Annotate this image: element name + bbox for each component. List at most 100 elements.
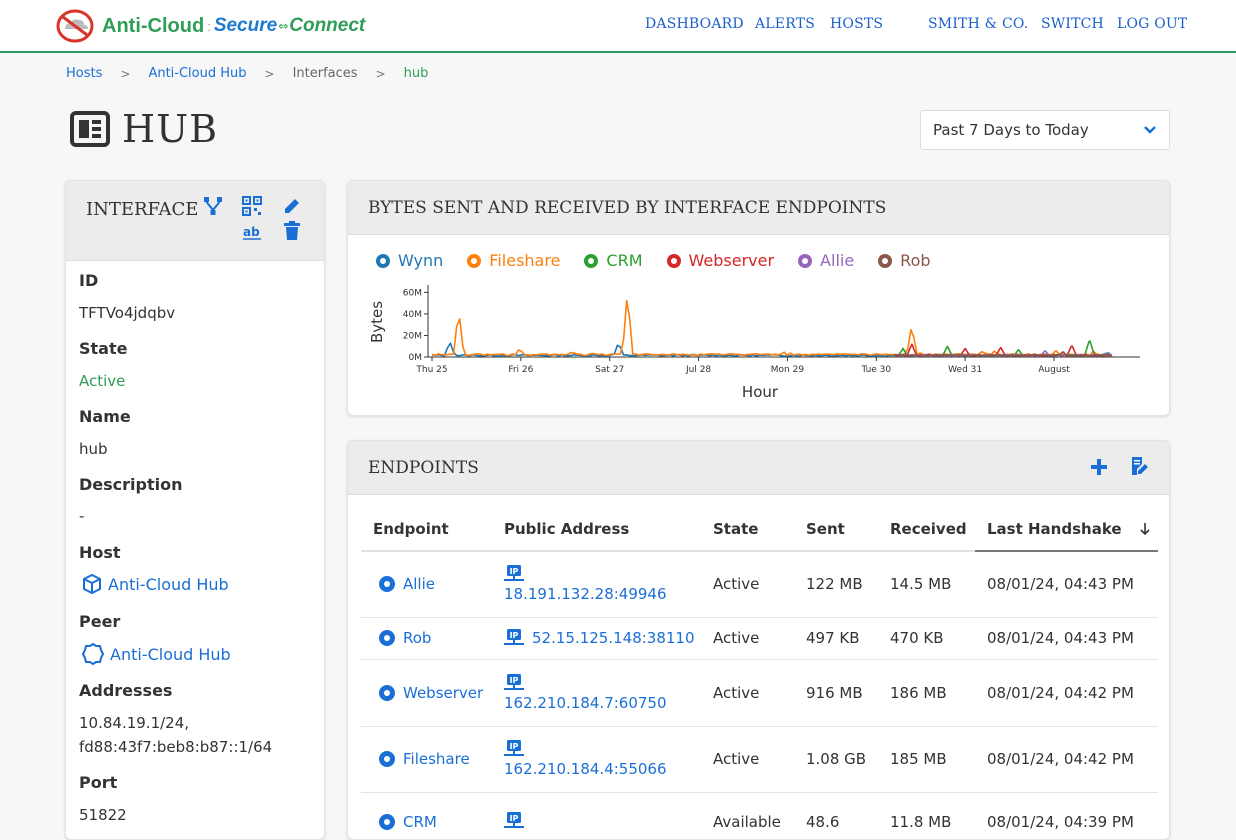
- nav-organization[interactable]: SMITH & CO.: [928, 16, 1029, 32]
- endpoint-cell[interactable]: Rob: [361, 617, 492, 660]
- endpoint-name[interactable]: CRM: [403, 813, 437, 831]
- qr-code-icon[interactable]: [241, 195, 263, 217]
- topology-icon[interactable]: [202, 195, 224, 217]
- public-address-value[interactable]: 162.210.184.7:60750: [504, 693, 667, 712]
- public-address-cell[interactable]: IP 162.210.184.7:60750: [492, 659, 701, 727]
- page-title: HUB: [70, 107, 218, 151]
- breadcrumb-host[interactable]: Anti-Cloud Hub: [148, 66, 247, 81]
- svg-text:IP: IP: [510, 814, 519, 823]
- trash-icon[interactable]: [281, 220, 303, 242]
- public-address-value[interactable]: 18.191.132.28:49946: [504, 585, 667, 604]
- public-address-cell[interactable]: IP 162.210.184.4:55066: [492, 726, 701, 793]
- handshake-cell: 08/01/24, 04:43 PM: [975, 551, 1158, 618]
- edit-document-icon[interactable]: [1128, 455, 1150, 477]
- brand-logo[interactable]: Anti-Cloud : Secure ⇔ Connect: [56, 9, 365, 43]
- handshake-cell: 08/01/24, 04:42 PM: [975, 659, 1158, 727]
- endpoint-name[interactable]: Rob: [403, 629, 432, 647]
- peer-link[interactable]: Anti-Cloud Hub: [82, 643, 231, 665]
- endpoint-status-icon: [379, 751, 395, 767]
- endpoint-cell[interactable]: CRM: [361, 792, 492, 839]
- x-tick-label: Fri 26: [508, 365, 533, 375]
- y-tick-label: 40M: [403, 310, 422, 320]
- svg-text:IP: IP: [510, 631, 519, 640]
- x-tick-label: Thu 25: [415, 365, 447, 375]
- cube-icon: [83, 574, 101, 594]
- endpoint-cell[interactable]: Fileshare: [361, 726, 492, 793]
- interface-panel-icon: [70, 111, 110, 147]
- legend-label: CRM: [606, 251, 643, 270]
- column-sent[interactable]: Sent: [794, 507, 878, 552]
- column-last-handshake-label: Last Handshake: [987, 519, 1122, 538]
- endpoint-cell[interactable]: Allie: [361, 551, 492, 618]
- table-row[interactable]: Webserver IP 162.210.184.7:60750 Active 916 …: [361, 659, 1158, 727]
- nav-hosts[interactable]: HOSTS: [830, 16, 884, 32]
- legend-item-wynn[interactable]: Wynn: [376, 251, 443, 270]
- public-address-cell[interactable]: IP 52.15.125.148:38110: [492, 617, 701, 660]
- received-cell: 185 MB: [878, 726, 975, 793]
- table-row[interactable]: CRM IP Available 48.6 11.8 MB 08/01/24, 04:39…: [361, 792, 1158, 839]
- no-cloud-logo-icon: [56, 9, 94, 43]
- double-arrow-icon: ⇔: [278, 19, 289, 33]
- date-range-select[interactable]: Past 7 Days to Today: [920, 110, 1170, 150]
- state-cell: Active: [701, 659, 794, 727]
- nav-logout[interactable]: LOG OUT: [1117, 16, 1188, 32]
- bytes-chart-card: BYTES SENT AND RECEIVED BY INTERFACE END…: [347, 180, 1170, 416]
- interface-card: INTERFACE ab ID TFTVo4jdqbv State Active…: [65, 180, 325, 840]
- legend-item-rob[interactable]: Rob: [878, 251, 931, 270]
- public-address-cell[interactable]: IP: [492, 792, 701, 839]
- handshake-cell: 08/01/24, 04:43 PM: [975, 617, 1158, 660]
- host-link-text: Anti-Cloud Hub: [108, 574, 229, 594]
- column-received[interactable]: Received: [878, 507, 975, 552]
- legend-item-fileshare[interactable]: Fileshare: [467, 251, 560, 270]
- field-name-label: Name: [79, 407, 131, 426]
- field-description-value: -: [79, 507, 85, 525]
- x-tick-label: Tue 30: [860, 365, 891, 375]
- edit-pencil-icon[interactable]: [281, 195, 303, 217]
- breadcrumb-hosts[interactable]: Hosts: [66, 66, 103, 81]
- bytes-chart-title: BYTES SENT AND RECEIVED BY INTERFACE END…: [368, 198, 887, 218]
- legend-item-crm[interactable]: CRM: [584, 251, 643, 270]
- add-endpoint-icon[interactable]: [1088, 456, 1110, 478]
- bytes-chart-header: BYTES SENT AND RECEIVED BY INTERFACE END…: [348, 181, 1169, 235]
- y-axis-label: Bytes: [368, 301, 386, 343]
- nav-switch[interactable]: SWITCH: [1041, 16, 1104, 32]
- public-address-value[interactable]: 52.15.125.148:38110: [532, 629, 695, 647]
- y-tick-label: 60M: [403, 288, 422, 298]
- sent-cell: 916 MB: [794, 659, 878, 727]
- brand-part1: Anti-Cloud: [102, 14, 205, 37]
- endpoint-name[interactable]: Fileshare: [403, 750, 470, 768]
- public-address-cell[interactable]: IP 18.191.132.28:49946: [492, 551, 701, 618]
- endpoint-status-icon: [379, 576, 395, 593]
- table-row[interactable]: Allie IP 18.191.132.28:49946 Active 122 MB 14…: [361, 551, 1158, 618]
- legend-label: Webserver: [688, 251, 775, 270]
- legend-label: Fileshare: [489, 251, 561, 270]
- sent-cell: 48.6: [794, 792, 878, 839]
- breadcrumb-separator: >: [264, 66, 275, 81]
- table-row[interactable]: Rob IP 52.15.125.148:38110 Active 497 KB 470 …: [361, 617, 1158, 660]
- column-endpoint[interactable]: Endpoint: [361, 507, 492, 552]
- column-last-handshake[interactable]: Last Handshake: [975, 507, 1158, 552]
- breadcrumb-interfaces[interactable]: Interfaces: [292, 66, 358, 81]
- legend-item-allie[interactable]: Allie: [798, 251, 854, 270]
- public-address-value[interactable]: 162.210.184.4:55066: [504, 760, 667, 778]
- legend-item-webserver[interactable]: Webserver: [666, 251, 775, 270]
- column-state[interactable]: State: [701, 507, 794, 552]
- endpoint-name[interactable]: Allie: [403, 575, 435, 594]
- state-cell: Active: [701, 617, 794, 660]
- x-tick-label: Mon 29: [771, 365, 805, 375]
- table-row[interactable]: Fileshare IP 162.210.184.4:55066 Active 1.08…: [361, 726, 1158, 793]
- field-addresses-label: Addresses: [79, 681, 173, 700]
- endpoint-name[interactable]: Webserver: [403, 683, 484, 702]
- nav-dashboard[interactable]: DASHBOARD: [645, 16, 744, 32]
- endpoint-cell[interactable]: Webserver: [361, 659, 492, 727]
- field-state-label: State: [79, 339, 128, 358]
- received-cell: 470 KB: [878, 617, 975, 660]
- ip-network-icon: IP: [504, 740, 524, 756]
- host-link[interactable]: Anti-Cloud Hub: [82, 574, 229, 594]
- breadcrumb-current: hub: [403, 66, 429, 81]
- top-bar: Anti-Cloud : Secure ⇔ Connect DASHBOARD …: [0, 0, 1236, 53]
- rename-text-icon[interactable]: ab: [241, 221, 263, 243]
- column-public-address[interactable]: Public Address: [492, 507, 701, 552]
- chart-legend: Wynn Fileshare CRM Webserver Allie Rob: [376, 251, 955, 270]
- nav-alerts[interactable]: ALERTS: [755, 16, 816, 32]
